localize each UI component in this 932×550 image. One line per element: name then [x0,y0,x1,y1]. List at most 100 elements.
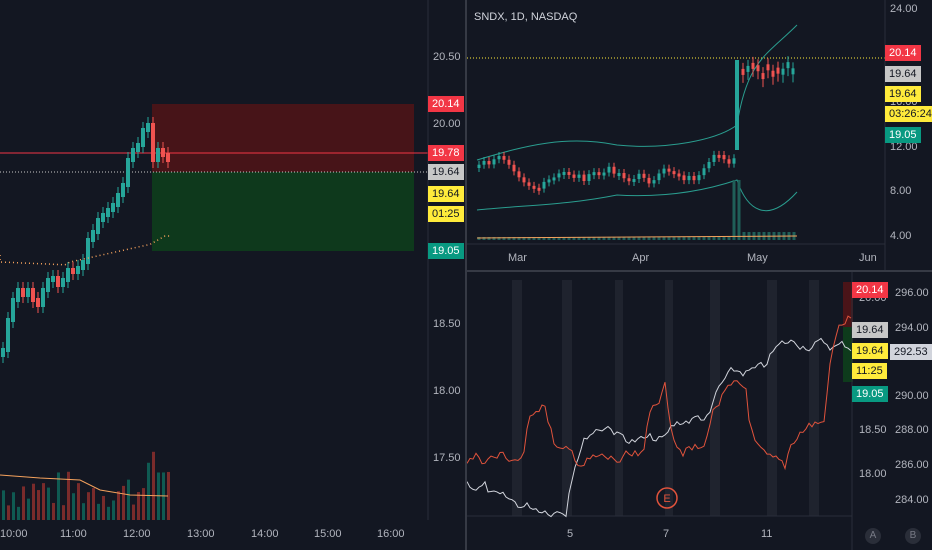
daily-volume-bar [527,237,531,240]
bollinger-lower [476,179,798,212]
candle-body [121,183,125,197]
br-last-tag: 19.64 [852,322,888,338]
daily-candle-body [667,168,671,172]
avg-price-tag: 19.64 [428,186,464,202]
tr-countdown-tag: 03:26:24 [885,106,932,122]
pane-divider-horizontal[interactable] [467,270,932,272]
volume-bar [122,485,125,520]
daily-candle-body [597,172,601,176]
left-x-tick: 16:00 [377,528,405,540]
daily-candle-body [781,68,785,75]
symbol-title[interactable]: SNDX, 1D, NASDAQ [474,11,578,23]
daily-candle-body [662,168,666,174]
daily-candle-body [776,67,780,74]
candle-body [166,153,170,162]
daily-volume-bar [532,237,536,240]
daily-candle-body [637,173,641,180]
daily-candle-body [492,159,496,165]
daily-candle-body [707,162,711,169]
top-right-chart-pane[interactable]: SNDX, 1D, NASDAQ 24.00 16.00 12.00 8.00 … [467,0,932,270]
left-price-chart[interactable] [0,0,465,550]
intraday-comparison-chart[interactable]: E [467,272,932,550]
tr-y-tick: 4.00 [890,230,912,242]
session-break [562,280,572,516]
candle-body [106,208,110,217]
daily-volume-bar [612,237,616,240]
daily-volume-bar [627,237,631,240]
daily-candle-body [532,185,536,189]
bottom-right-chart-pane[interactable]: E 20.00 18.50 18.00 296.00 294.00 290.00… [467,272,932,550]
daily-candle-body [771,70,775,77]
tr-y-tick: 8.00 [890,185,912,197]
auto-scale-button[interactable]: A [865,528,881,544]
volume-bar [52,502,55,520]
volume-bar [152,451,155,520]
daily-candle-body [712,154,716,163]
volume-bar [147,462,150,520]
pane-divider-vertical[interactable] [465,0,467,550]
short-position-reward-zone [152,172,414,251]
daily-candle-body [677,173,681,177]
target-price-tag: 20.14 [428,96,464,112]
daily-candle-body [517,171,521,178]
left-x-tick: 14:00 [251,528,279,540]
left-y-tick: 18.50 [433,318,461,330]
left-x-tick: 15:00 [314,528,342,540]
candle-body [16,288,20,302]
candle-body [1,348,5,357]
earnings-marker-label: E [663,493,670,505]
candle-body [91,230,95,242]
volume-bar [57,472,60,520]
daily-volume-bar [567,237,571,240]
daily-volume-bar [492,237,496,240]
daily-volume-bar [682,237,686,240]
left-y-tick: 20.50 [433,51,461,63]
daily-volume-bar [672,237,676,240]
daily-candle-body [632,179,636,183]
daily-volume-bar [717,237,721,240]
volume-bar [62,505,65,520]
volume-bar [72,493,75,520]
daily-volume-bar [542,237,546,240]
daily-candle-body [786,62,790,69]
br-x-tick: 7 [663,528,670,540]
left-chart-pane[interactable]: 20.50 20.00 18.50 18.00 17.50 20.14 19.7… [0,0,465,550]
volume-bar [87,492,90,520]
daily-volume-bar [677,237,681,240]
daily-candle-body [547,179,551,183]
daily-volume-bar [512,237,516,240]
br-reward-zone [843,327,853,382]
daily-candle-body [552,177,556,181]
daily-candle-body [617,173,621,177]
daily-volume-bar [572,237,576,240]
daily-volume-bar [632,237,636,240]
volume-bar [137,491,140,520]
candle-body [21,288,25,297]
daily-volume-bar [507,237,511,240]
candle-body [136,143,140,152]
br-right-y-tick: 284.00 [895,494,929,506]
candle-body [116,193,120,207]
daily-price-chart[interactable] [467,0,932,270]
candle-body [56,276,60,287]
left-y-tick: 17.50 [433,452,461,464]
daily-volume-bar [557,237,561,240]
session-break [665,280,673,516]
candle-body [111,203,115,212]
volume-bar [32,483,35,520]
candle-body [76,266,80,274]
log-scale-button[interactable]: B [905,528,921,544]
daily-volume-bar [537,237,541,240]
candle-body [86,238,90,264]
daily-volume-bar [652,237,656,240]
daily-candle-body [751,62,755,69]
daily-candle-body [577,174,581,178]
tr-y-tick: 12.00 [890,141,918,153]
volume-bar [127,479,130,520]
daily-volume-bar [607,237,611,240]
volume-bar [77,483,80,520]
daily-candle-body [507,159,511,165]
gap-up-candle [735,60,739,150]
daily-candle-body [557,173,561,178]
daily-volume-bar [587,237,591,240]
